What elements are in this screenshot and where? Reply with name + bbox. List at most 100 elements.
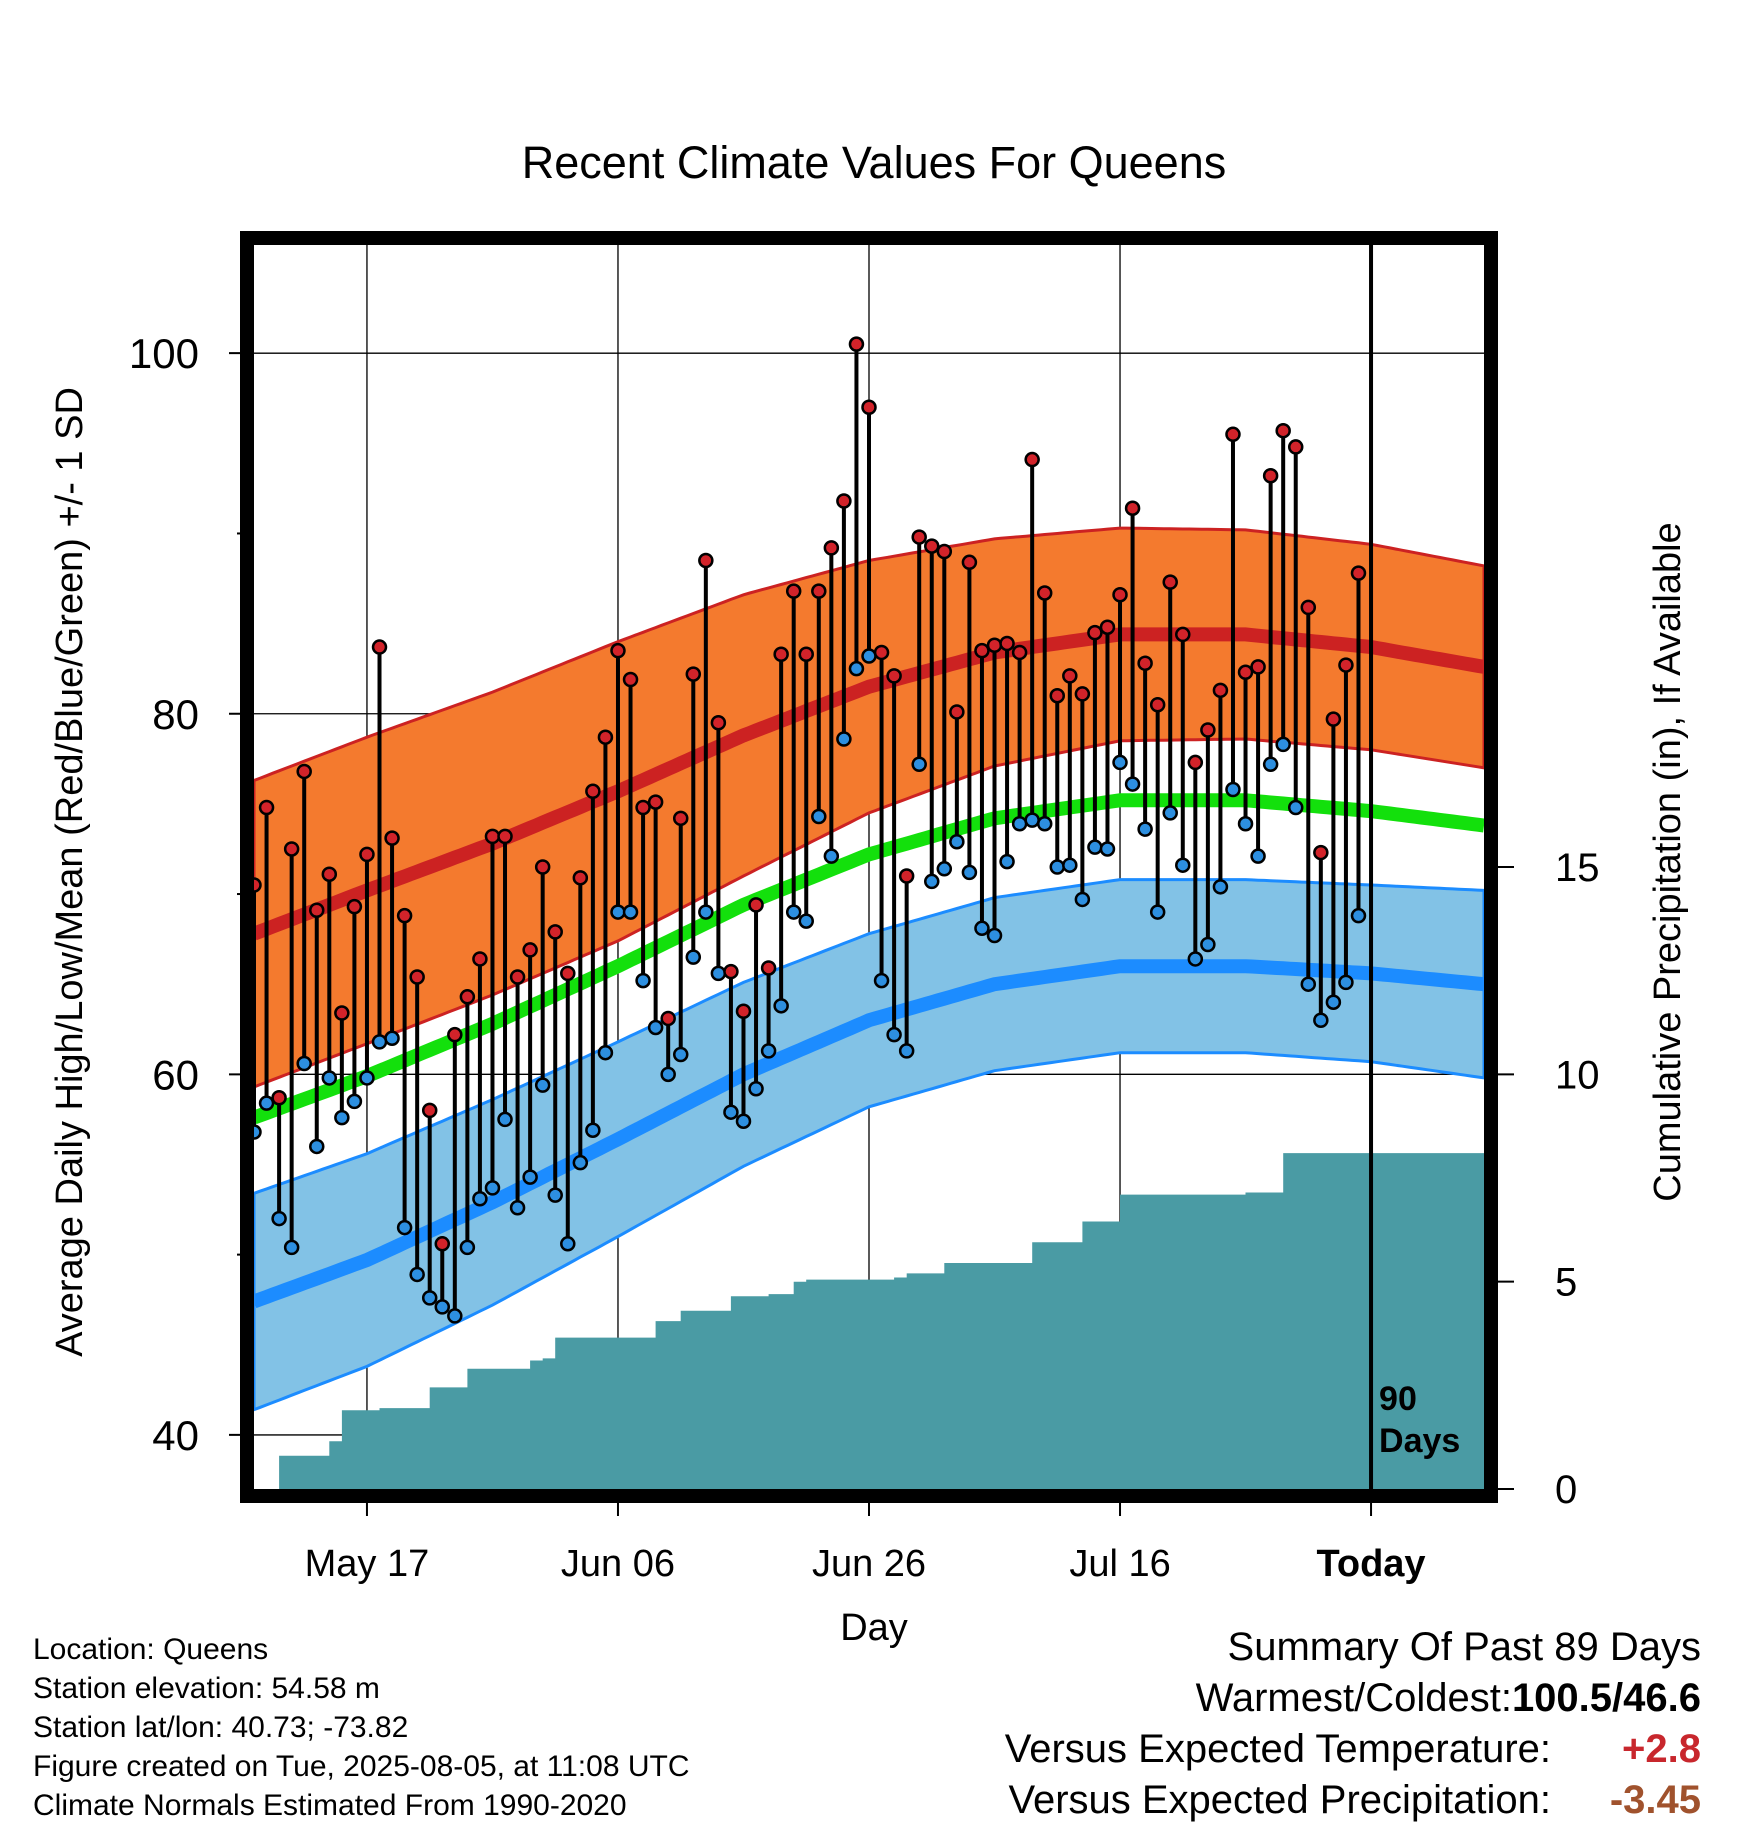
high-point [1200,722,1216,738]
low-point [974,920,990,937]
high-point [1049,687,1066,704]
low-point [1250,848,1266,864]
high-point [999,635,1015,652]
high-point [861,399,877,416]
latlon-text: Station lat/lon: 40.73; -73.82 [33,1711,409,1744]
low-point [635,972,651,989]
precip-label: Versus Expected Precipitation: [1008,1778,1551,1822]
low-point [672,1046,689,1063]
low-point [1112,754,1128,771]
high-point [823,540,840,556]
high-point [371,639,388,655]
y-axis-label: Average Daily High/Low/Mean (Red/Blue/Gr… [49,387,91,1357]
high-point [509,969,526,985]
high-point [974,642,990,659]
high-point [1262,468,1279,484]
axes: 100 80 60 40 0 5 10 15 May 17 Jun 06 Jun 26 Jul 16 T… [129,231,1600,1585]
low-point [1062,857,1078,873]
high-point [610,642,626,659]
high-point [522,942,538,958]
low-point [1149,904,1166,920]
low-point [547,1187,563,1203]
high-point [1137,655,1153,672]
low-point [585,1122,601,1138]
high-point [1124,500,1141,516]
high-point [271,1090,287,1106]
low-point [1325,994,1342,1010]
low-point [296,1055,312,1072]
plot-area: 90 Days [254,245,1484,1489]
high-point [760,960,777,976]
low-point [560,1236,576,1252]
high-point [547,924,563,940]
low-point [685,949,702,965]
plot-content: 90 Days [254,245,1484,1489]
low-point [1338,974,1354,991]
low-point [823,848,840,864]
low-point [710,965,727,982]
high-point [585,783,601,800]
high-point [949,704,965,720]
high-point [848,336,865,352]
low-point [949,834,965,850]
y2-tick-label: 15 [1555,846,1600,890]
today-days-text: Days [1379,1422,1460,1460]
high-point [346,898,363,915]
low-point [811,808,827,825]
high-point [936,543,953,560]
low-point [497,1111,513,1128]
high-point [773,646,789,663]
low-point [610,904,626,920]
high-point [811,583,827,599]
y2-tick-label: 5 [1555,1261,1577,1305]
low-point [1262,756,1279,772]
x-tick-label: May 17 [305,1543,430,1585]
low-point [1300,976,1317,992]
chart-title: Recent Climate Values For Queens [522,137,1227,188]
high-point [647,794,664,810]
y-tick-label: 80 [152,691,199,738]
low-point [1011,815,1028,832]
high-point [309,902,325,919]
high-point [710,715,727,731]
high-normal-band [254,526,1484,1089]
high-point [1087,624,1103,641]
low-point [848,660,865,677]
low-point [1225,781,1241,798]
high-point [1099,619,1116,635]
high-point [472,951,488,967]
low-point [999,853,1015,870]
low-point [1200,936,1216,953]
low-point [384,1030,400,1047]
high-point [434,1236,451,1252]
high-point [359,846,375,863]
low-point [484,1180,501,1196]
precip-area [279,1153,1484,1489]
high-point [560,965,576,982]
summary-heading: Summary Of Past 89 Days [1227,1625,1701,1669]
precip-value: -3.45 [1609,1778,1701,1822]
y2-tick-label: 10 [1555,1053,1600,1097]
high-point [497,828,513,845]
high-point [911,529,927,545]
high-point [1036,585,1053,601]
high-point [1313,844,1329,861]
low-point [936,861,953,877]
low-point [873,972,890,989]
low-point [1087,839,1103,855]
low-point [1049,859,1066,875]
high-point [1212,682,1229,699]
high-point [1074,686,1091,702]
temp-label: Versus Expected Temperature: [1004,1727,1551,1771]
high-point [396,907,413,924]
y2-tick-label: 0 [1555,1468,1577,1512]
high-point [1338,657,1354,673]
high-point [886,668,902,684]
high-point [986,637,1003,653]
summary-panel: Summary Of Past 89 Days Warmest/Coldest:… [1005,1622,1701,1826]
high-normal-line [254,627,1484,941]
high-point [873,644,890,661]
high-point [1187,754,1204,771]
low-point [359,1070,375,1086]
